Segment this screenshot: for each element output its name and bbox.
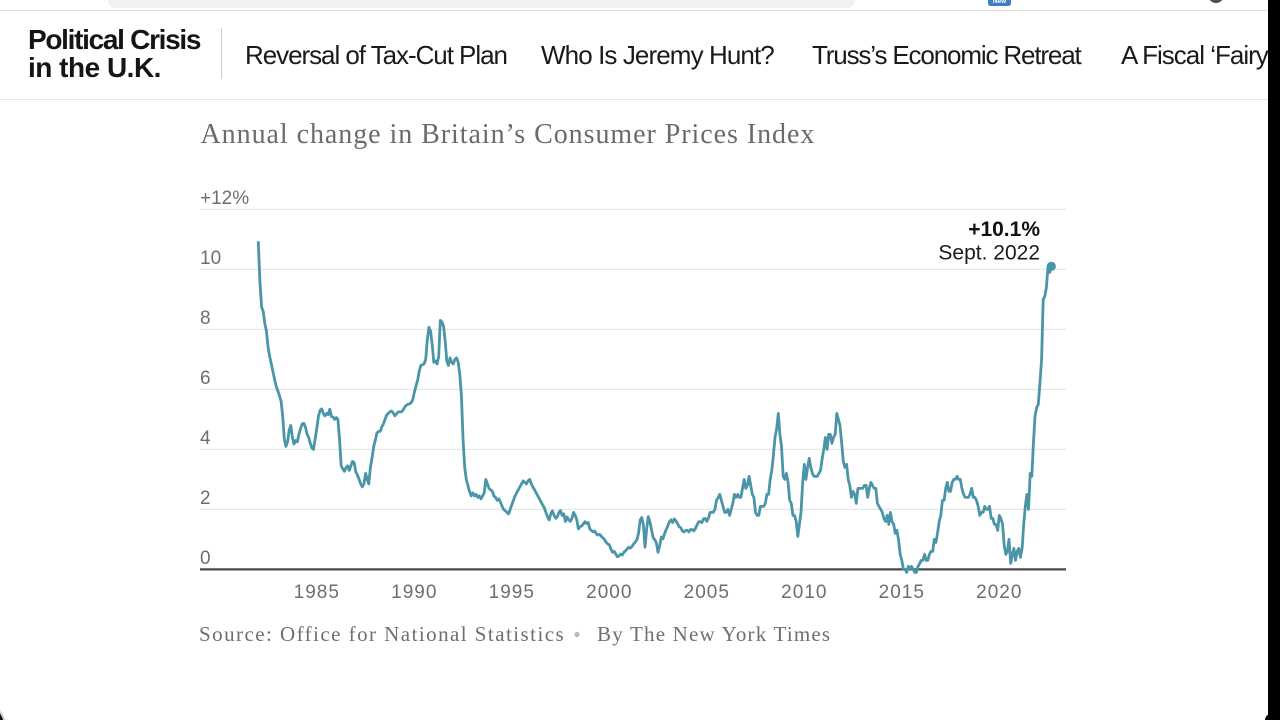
- svg-text:0: 0: [200, 548, 211, 569]
- svg-text:Annual change in Britain’s Con: Annual change in Britain’s Consumer Pric…: [201, 119, 816, 150]
- svg-text:1985: 1985: [294, 582, 340, 603]
- svg-text:2000: 2000: [586, 582, 632, 603]
- svg-text:2: 2: [200, 488, 211, 509]
- svg-text:Sept. 2022: Sept. 2022: [938, 242, 1040, 265]
- svg-text:+12%: +12%: [200, 188, 249, 209]
- svg-text:6: 6: [200, 368, 211, 389]
- svg-text:+10.1%: +10.1%: [968, 218, 1040, 241]
- svg-text:1995: 1995: [489, 582, 535, 603]
- svg-text:2020: 2020: [976, 582, 1022, 603]
- svg-text:Source: Office for National St: Source: Office for National Statistics: [199, 622, 565, 646]
- svg-text:By The New York Times: By The New York Times: [597, 622, 831, 646]
- svg-text:4: 4: [200, 428, 211, 449]
- svg-text:1990: 1990: [391, 582, 437, 603]
- svg-text:2010: 2010: [781, 582, 827, 603]
- svg-text:8: 8: [200, 308, 211, 329]
- svg-text:2005: 2005: [684, 582, 730, 603]
- svg-text:10: 10: [200, 248, 221, 269]
- svg-text:2015: 2015: [879, 582, 925, 603]
